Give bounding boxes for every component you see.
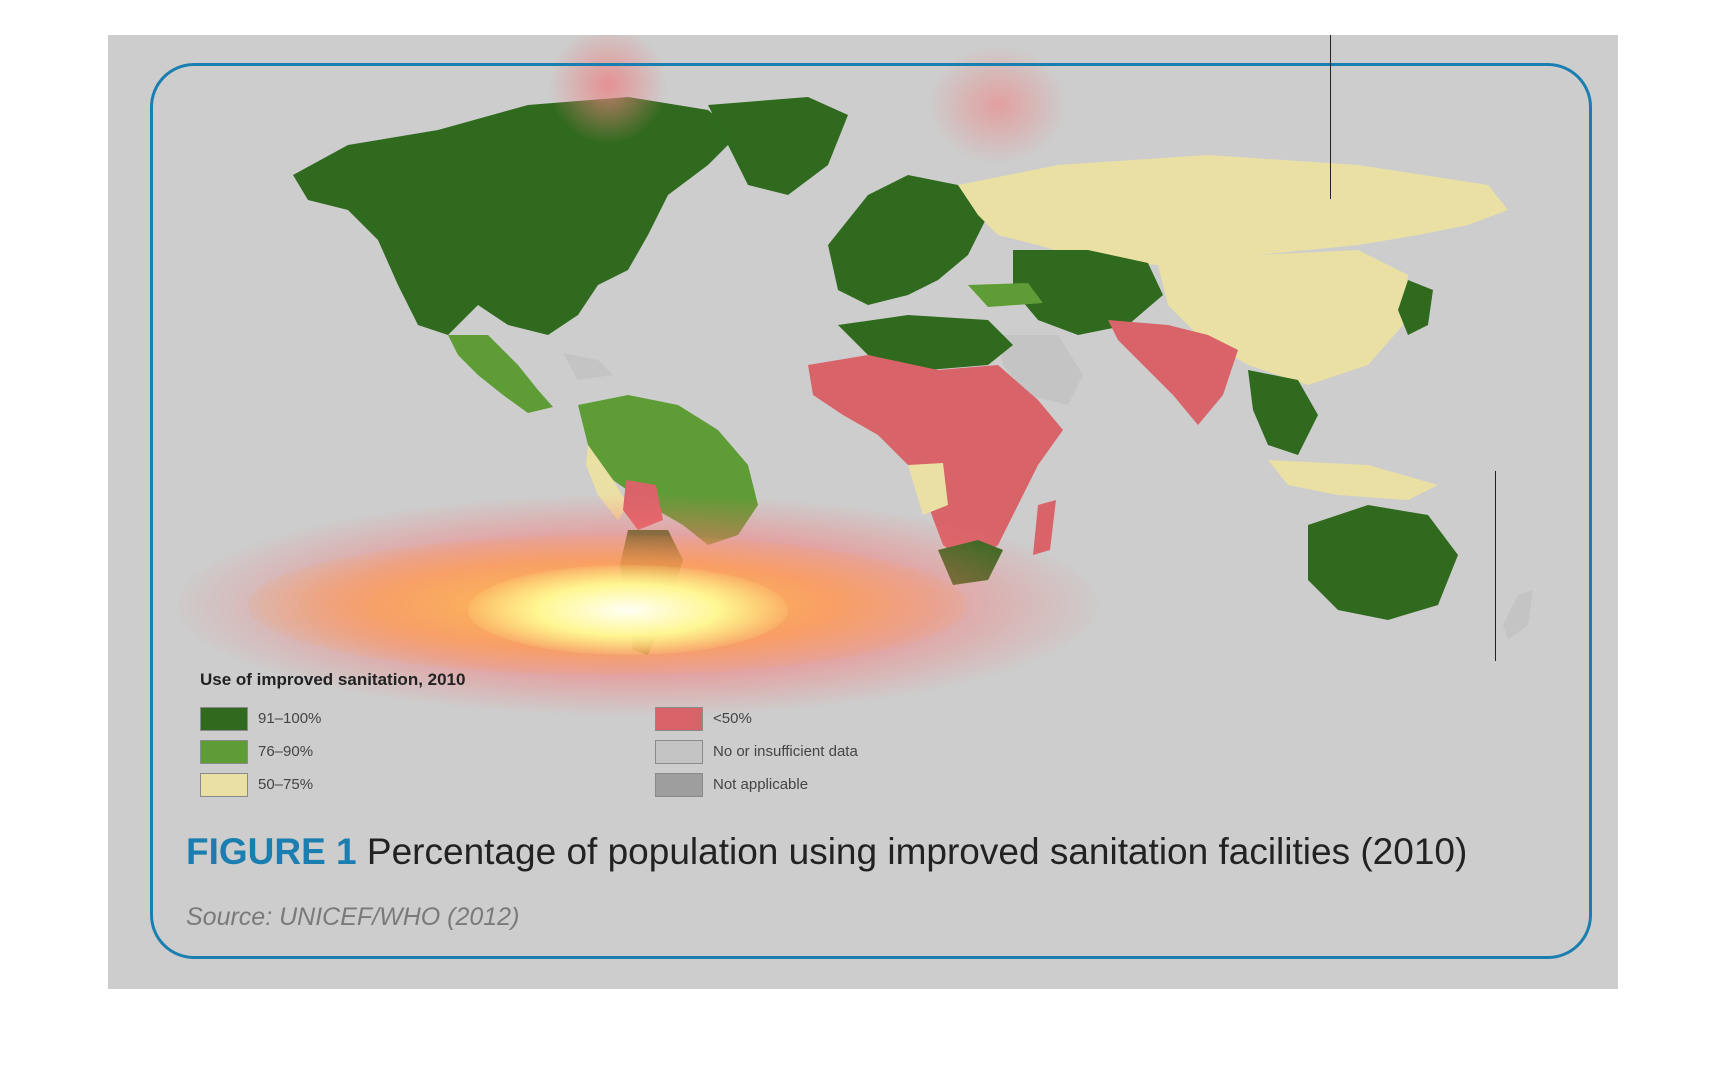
legend-label: No or insufficient data bbox=[713, 743, 858, 760]
region-greenland bbox=[708, 97, 848, 195]
world-map bbox=[293, 97, 1533, 655]
figure-panel: Use of improved sanitation, 2010 91–100%… bbox=[108, 35, 1618, 989]
region-mexico bbox=[448, 335, 553, 413]
region-russia bbox=[958, 155, 1508, 265]
legend-label: <50% bbox=[713, 710, 752, 727]
callout-line-right bbox=[1495, 471, 1496, 661]
legend-label: Not applicable bbox=[713, 776, 809, 793]
region-caribbean bbox=[563, 353, 613, 380]
legend-label: 91–100% bbox=[258, 710, 322, 727]
callout-line-top bbox=[1330, 35, 1331, 199]
region-australia bbox=[1308, 505, 1458, 620]
figure-frame bbox=[150, 63, 1592, 959]
region-new-zealand bbox=[1503, 590, 1533, 640]
region-south-asia bbox=[1108, 320, 1238, 425]
legend-title: Use of improved sanitation, 2010 bbox=[200, 670, 466, 689]
figure-caption-text: Percentage of population using improved … bbox=[366, 831, 1468, 872]
region-indonesia bbox=[1268, 460, 1438, 500]
region-north-africa bbox=[838, 315, 1013, 370]
legend-label: 50–75% bbox=[258, 776, 314, 793]
legend-swatch bbox=[655, 740, 703, 764]
region-europe bbox=[828, 175, 988, 305]
figure-number: FIGURE 1 bbox=[186, 831, 357, 872]
legend-swatch bbox=[200, 707, 248, 731]
region-china bbox=[1158, 250, 1408, 385]
map-legend: Use of improved sanitation, 2010 91–100%… bbox=[200, 670, 1100, 830]
legend-swatch bbox=[655, 773, 703, 797]
figure-source: Source: UNICEF/WHO (2012) bbox=[186, 903, 520, 931]
region-north-america bbox=[293, 97, 738, 335]
legend-swatch bbox=[200, 773, 248, 797]
region-japan-korea bbox=[1398, 280, 1433, 335]
legend-swatch bbox=[200, 740, 248, 764]
legend-label: 76–90% bbox=[258, 743, 314, 760]
legend-swatch bbox=[655, 707, 703, 731]
region-southeast-asia bbox=[1248, 370, 1318, 455]
region-central-asia bbox=[1013, 250, 1163, 335]
region-turkey bbox=[968, 283, 1043, 307]
figure-caption: FIGURE 1 Percentage of population using … bbox=[186, 831, 1467, 873]
region-arabia bbox=[998, 335, 1083, 405]
